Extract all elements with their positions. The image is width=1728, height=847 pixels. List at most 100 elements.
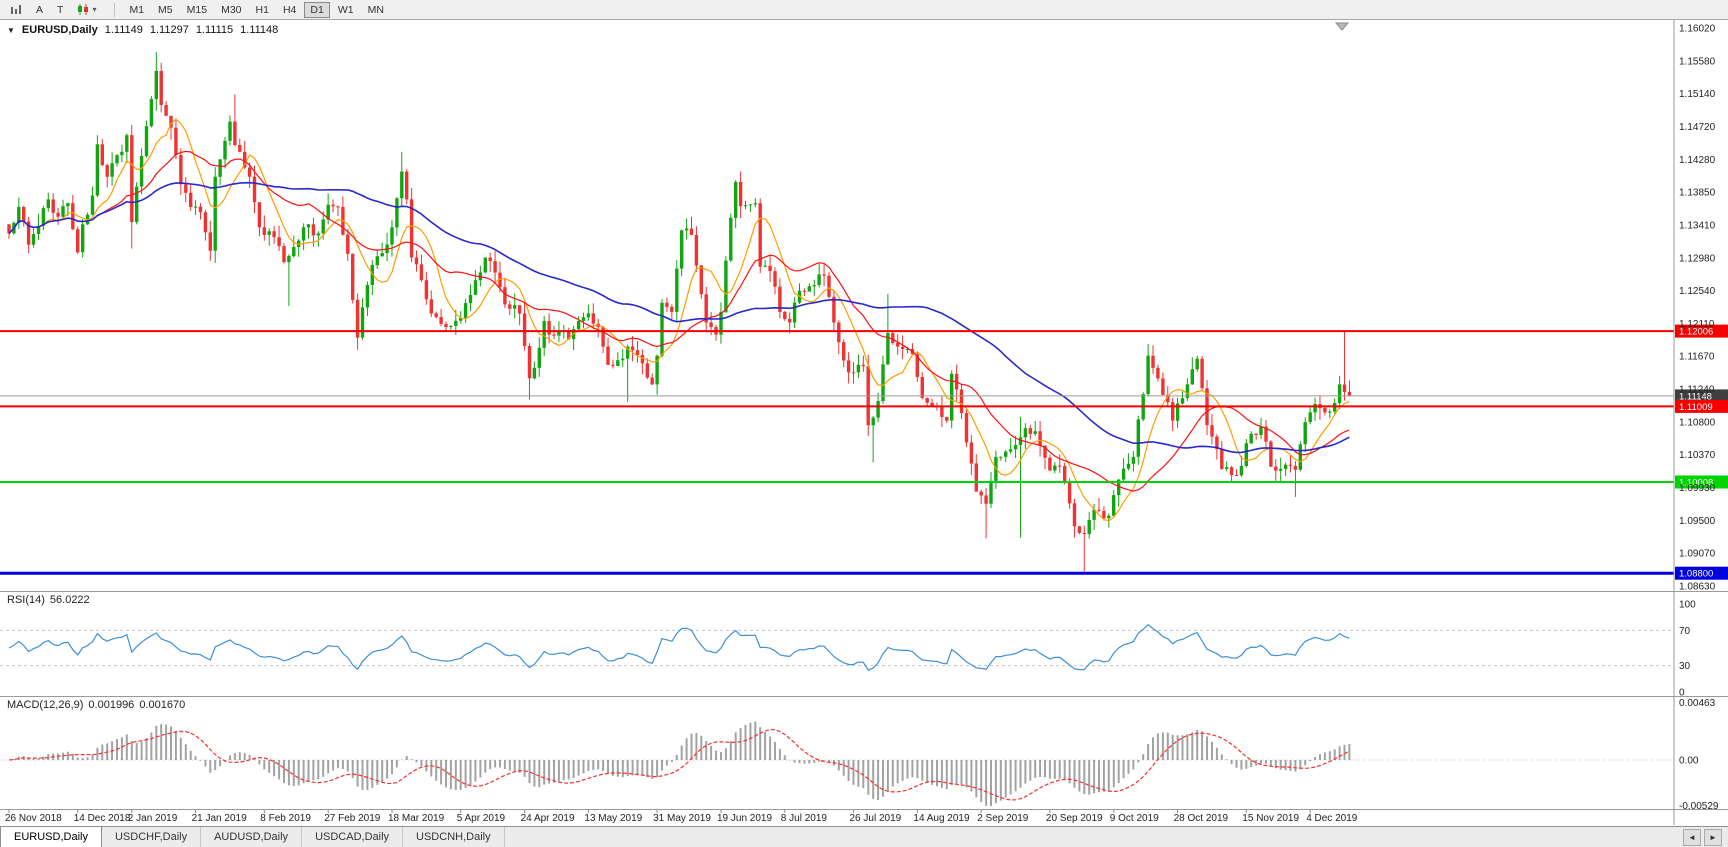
ma-slow-blue [8, 181, 1350, 454]
toolbar-divider [114, 2, 116, 17]
svg-text:1.09930: 1.09930 [1679, 483, 1716, 494]
svg-text:1.14720: 1.14720 [1679, 122, 1716, 133]
svg-text:1.16020: 1.16020 [1679, 24, 1716, 35]
svg-text:100: 100 [1679, 600, 1696, 611]
price-axis[interactable] [1674, 20, 1728, 810]
tab-eurusd-daily[interactable]: EURUSD,Daily [0, 827, 102, 847]
quote-close: 1.11148 [240, 24, 279, 36]
macd-timeaxis-divider[interactable] [0, 809, 1728, 810]
symbol-tab-bar: EURUSD,Daily USDCHF,Daily AUDUSD,Daily U… [0, 826, 1728, 847]
time-axis[interactable] [0, 810, 1674, 825]
ma-fast-orange [8, 118, 1350, 522]
svg-text:1.10370: 1.10370 [1679, 450, 1716, 461]
rsi-indicator: 100 70 30 0 [0, 600, 1696, 699]
svg-text:1.09500: 1.09500 [1679, 516, 1716, 527]
svg-text:1.12980: 1.12980 [1679, 253, 1716, 264]
svg-text:26 Jul 2019: 26 Jul 2019 [850, 813, 902, 824]
svg-text:0.00: 0.00 [1679, 756, 1699, 767]
svg-text:30: 30 [1679, 661, 1691, 672]
svg-text:1.09070: 1.09070 [1679, 549, 1716, 560]
rsi-macd-divider[interactable] [0, 696, 1728, 697]
rsi-value: 56.0222 [49, 594, 90, 606]
tab-usdchf-daily[interactable]: USDCHF,Daily [102, 827, 202, 847]
macd-label: MACD(12,26,9) 0.001996 0.001670 [7, 699, 185, 711]
svg-text:1.11670: 1.11670 [1679, 352, 1715, 363]
svg-text:70: 70 [1679, 626, 1691, 637]
price-badge [1675, 389, 1728, 403]
svg-text:1.12110: 1.12110 [1679, 319, 1715, 330]
quote-low: 1.11115 [195, 24, 234, 36]
timeframe-button-w1[interactable]: W1 [337, 3, 354, 16]
price-badge [1675, 399, 1728, 413]
svg-text:1.15140: 1.15140 [1679, 89, 1716, 100]
chevron-down-icon: ▾ [92, 5, 97, 14]
svg-text:1.10800: 1.10800 [1679, 417, 1716, 428]
svg-text:1.15580: 1.15580 [1679, 56, 1716, 67]
svg-text:1.13410: 1.13410 [1679, 220, 1716, 231]
svg-text:20 Sep 2019: 20 Sep 2019 [1046, 813, 1103, 824]
macd-indicator: 0.00463 0.00 -0.00529 [0, 698, 1719, 812]
svg-text:1.11148: 1.11148 [1679, 391, 1712, 402]
top-toolbar: A T ▾ M1 M5 M15 M30 H1 H4 D1 W1 MN [0, 0, 1728, 20]
svg-text:1.10008: 1.10008 [1679, 478, 1713, 489]
svg-text:0.00463: 0.00463 [1679, 698, 1716, 709]
timeframe-button-mn[interactable]: MN [367, 3, 384, 16]
svg-text:1.11240: 1.11240 [1679, 385, 1715, 396]
chart-window-icon[interactable] [4, 2, 28, 18]
svg-text:4 Dec 2019: 4 Dec 2019 [1306, 813, 1358, 824]
svg-text:9 Oct 2019: 9 Oct 2019 [1110, 813, 1159, 824]
svg-text:28 Oct 2019: 28 Oct 2019 [1174, 813, 1229, 824]
chart-rsi-divider[interactable] [0, 591, 1728, 592]
tab-usdcad-daily[interactable]: USDCAD,Daily [302, 827, 404, 847]
chart-symbol-label: EURUSD,Daily [21, 24, 98, 36]
bar-chart-icon [11, 5, 21, 14]
svg-text:0: 0 [1679, 688, 1685, 699]
chart-shift-marker[interactable] [1334, 22, 1350, 31]
timeframe-button-m5[interactable]: M5 [158, 3, 173, 16]
macd-signal-line [8, 728, 1350, 801]
price-axis-labels: 1.16020 1.15580 1.15140 1.14720 1.14280 1.138… [1679, 24, 1716, 593]
svg-text:8 Feb 2019: 8 Feb 2019 [260, 813, 311, 824]
svg-text:1.08800: 1.08800 [1679, 569, 1713, 580]
svg-text:1.12006: 1.12006 [1679, 327, 1713, 338]
svg-text:1.11009: 1.11009 [1679, 402, 1713, 413]
tab-audusd-daily[interactable]: AUDUSD,Daily [201, 827, 303, 847]
timeframe-button-h1[interactable]: H1 [255, 3, 269, 16]
tab-usdcnh-daily[interactable]: USDCNH,Daily [403, 827, 505, 847]
svg-text:24 Apr 2019: 24 Apr 2019 [521, 813, 575, 824]
timeframe-button-m30[interactable]: M30 [221, 3, 242, 16]
svg-text:1.08630: 1.08630 [1679, 582, 1716, 593]
arrow-tool-button[interactable]: A [36, 3, 44, 16]
price-badge [1675, 475, 1728, 489]
tab-scroll-left-icon[interactable]: ◄ [1683, 828, 1701, 846]
objects-dropdown-button[interactable]: ▾ [71, 2, 102, 18]
timeframe-button-h4[interactable]: H4 [282, 3, 297, 16]
svg-text:1.13850: 1.13850 [1679, 188, 1716, 199]
timeframe-button-d1[interactable]: D1 [304, 1, 330, 18]
timeframe-button-m15[interactable]: M15 [186, 3, 208, 16]
svg-text:27 Feb 2019: 27 Feb 2019 [324, 813, 381, 824]
quote-open: 1.11149 [104, 24, 143, 36]
text-tool-button[interactable]: T [57, 3, 64, 16]
svg-text:15 Nov 2019: 15 Nov 2019 [1242, 813, 1299, 824]
svg-text:1.14280: 1.14280 [1679, 155, 1716, 166]
symbol-dropdown-icon[interactable]: ▼ [7, 26, 15, 35]
rsi-label: RSI(14) 56.0222 [7, 594, 90, 606]
svg-text:31 May 2019: 31 May 2019 [653, 813, 711, 824]
svg-text:14 Dec 2018: 14 Dec 2018 [74, 813, 131, 824]
rsi-line [8, 623, 1350, 671]
svg-text:18 Mar 2019: 18 Mar 2019 [388, 813, 445, 824]
svg-text:2 Sep 2019: 2 Sep 2019 [977, 813, 1029, 824]
tab-scroll-controls: ◄ ► [1683, 827, 1728, 847]
timeframe-button-m1[interactable]: M1 [129, 3, 145, 16]
svg-text:-0.00529: -0.00529 [1679, 801, 1719, 812]
tab-scroll-right-icon[interactable]: ► [1704, 828, 1722, 846]
svg-text:26 Nov 2018: 26 Nov 2018 [5, 813, 62, 824]
rsi-name: RSI(14) [7, 594, 45, 606]
macd-signal-value: 0.001670 [139, 699, 186, 711]
svg-text:1.12540: 1.12540 [1679, 286, 1716, 297]
svg-text:2 Jan 2019: 2 Jan 2019 [128, 813, 178, 824]
